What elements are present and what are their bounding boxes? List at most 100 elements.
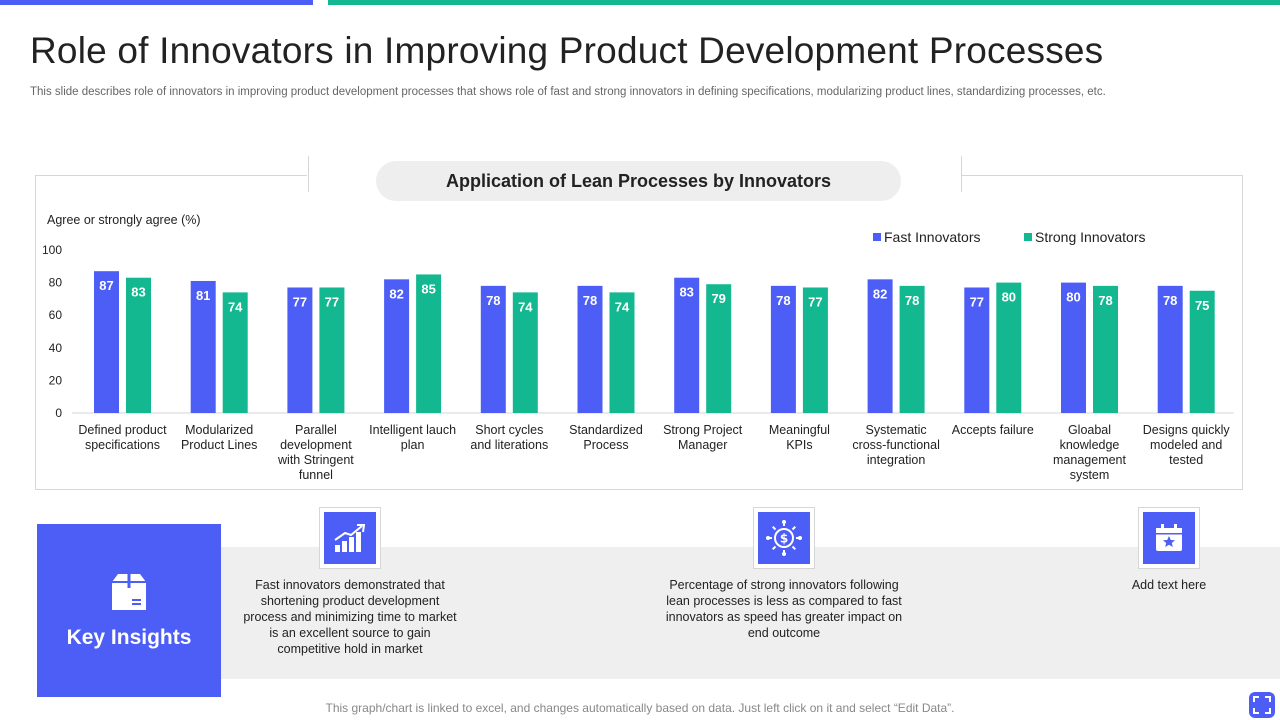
insight-text-2: Percentage of strong innovators followin… (665, 578, 903, 640)
x-tick-label: with Stringent (277, 453, 354, 467)
legend-swatch-fast (873, 233, 881, 241)
x-tick-label: and literations (470, 438, 548, 452)
x-tick-label: funnel (299, 468, 333, 482)
bar-strong (126, 277, 151, 413)
y-tick-label: 60 (49, 308, 63, 322)
x-tick-label: Accepts failure (952, 423, 1034, 437)
edit-corner-icon[interactable] (1249, 692, 1275, 718)
bar-value-label: 83 (131, 285, 145, 300)
legend-swatch-strong (1024, 233, 1032, 241)
key-insights-box: Key Insights (37, 524, 221, 697)
bar-strong (996, 282, 1022, 413)
bar-strong (609, 292, 635, 413)
chart-title: Application of Lean Processes by Innovat… (376, 161, 901, 201)
bar-value-label: 83 (679, 285, 693, 300)
x-tick-label: Short cycles (475, 423, 543, 437)
legend-label-fast: Fast Innovators (884, 229, 981, 245)
chart-frame (35, 175, 1243, 490)
bar-fast (1157, 285, 1183, 413)
y-tick-label: 20 (49, 373, 63, 387)
bar-value-label: 85 (421, 281, 435, 296)
bar-value-label: 77 (293, 294, 307, 309)
y-tick-label: 0 (55, 406, 62, 420)
bar-value-label: 74 (615, 299, 630, 314)
x-tick-label: Meaningful (769, 423, 830, 437)
top-accent-bar-green (328, 0, 1280, 5)
bar-fast (94, 271, 119, 413)
x-tick-label: Intelligent lauch (369, 423, 456, 437)
x-tick-label: development (280, 438, 352, 452)
bar-strong (319, 287, 345, 413)
key-insights-heading: Key Insights (66, 625, 192, 649)
bar-value-label: 80 (1066, 290, 1080, 305)
insight-tile-3 (1138, 507, 1200, 569)
x-tick-label: integration (867, 453, 925, 467)
page-title: Role of Innovators in Improving Product … (30, 30, 1104, 71)
bar-strong (416, 274, 442, 413)
chart-frame-tick-right (961, 156, 962, 192)
x-tick-label: Systematic (866, 423, 927, 437)
x-tick-label: cross-functional (852, 438, 940, 452)
top-accent-bar-blue (0, 0, 313, 5)
bar-value-label: 77 (808, 294, 822, 309)
page-subtitle: This slide describes role of innovators … (30, 86, 1106, 98)
x-tick-label: system (1070, 468, 1110, 482)
bar-fast (190, 280, 216, 413)
bar-strong (222, 292, 248, 413)
insights-band (221, 547, 1280, 679)
x-tick-label: Manager (678, 438, 727, 452)
calendar-star-icon (1156, 524, 1182, 551)
bar-value-label: 74 (228, 299, 243, 314)
bar-fast (1061, 282, 1086, 413)
bar-value-label: 78 (1098, 293, 1112, 308)
bar-value-label: 78 (776, 293, 790, 308)
bar-fast (964, 287, 990, 413)
bar-fast (577, 285, 603, 413)
y-tick-label: 40 (49, 341, 63, 355)
bar-strong (706, 284, 732, 413)
bar-strong (512, 292, 538, 413)
x-tick-label: Defined product (78, 423, 167, 437)
x-tick-label: KPIs (786, 438, 812, 452)
svg-text:$: $ (780, 532, 788, 546)
x-tick-label: management (1053, 453, 1126, 467)
bar-fast (674, 277, 700, 413)
chart-frame-top-right (962, 175, 1243, 176)
bar-value-label: 78 (486, 293, 500, 308)
insight-tile-2: $ (753, 507, 815, 569)
x-tick-label: tested (1169, 453, 1203, 467)
y-axis-label: Agree or strongly agree (%) (47, 213, 201, 227)
footer-note: This graph/chart is linked to excel, and… (325, 701, 955, 715)
bar-value-label: 78 (905, 293, 919, 308)
insight-text-1: Fast innovators demonstrated that shorte… (243, 578, 457, 656)
x-tick-label: Strong Project (663, 423, 743, 437)
x-tick-label: Process (583, 438, 628, 452)
bar-strong (1093, 285, 1118, 413)
bar-value-label: 75 (1195, 298, 1209, 313)
bar-chart[interactable]: Agree or strongly agree (%) 0 20 40 60 80 100 8… (0, 0, 1280, 500)
insight-tile-1 (319, 507, 381, 569)
y-tick-label: 100 (42, 243, 62, 257)
bar-value-label: 87 (99, 278, 113, 293)
bar-value-label: 77 (970, 294, 984, 309)
x-tick-label: modeled and (1150, 438, 1222, 452)
dollar-gear-icon: $ (766, 520, 802, 556)
bar-value-label: 82 (873, 286, 887, 301)
x-tick-label: specifications (85, 438, 160, 452)
x-tick-label: Standardized (569, 423, 643, 437)
expand-icon (1253, 696, 1271, 714)
legend-label-strong: Strong Innovators (1035, 229, 1146, 245)
bar-value-label: 80 (1002, 290, 1016, 305)
bar-value-label: 79 (711, 291, 725, 306)
x-tick-label: Product Lines (181, 438, 257, 452)
x-tick-label: knowledge (1060, 438, 1120, 452)
bar-fast (770, 285, 796, 413)
bar-value-label: 78 (583, 293, 597, 308)
y-tick-label: 80 (49, 276, 63, 290)
insight-text-3: Add text here (1131, 578, 1207, 592)
bar-value-label: 78 (1163, 293, 1177, 308)
x-tick-label: Designs quickly (1143, 423, 1231, 437)
bar-value-label: 77 (325, 294, 339, 309)
bar-fast (480, 285, 506, 413)
package-box-icon (112, 573, 146, 610)
